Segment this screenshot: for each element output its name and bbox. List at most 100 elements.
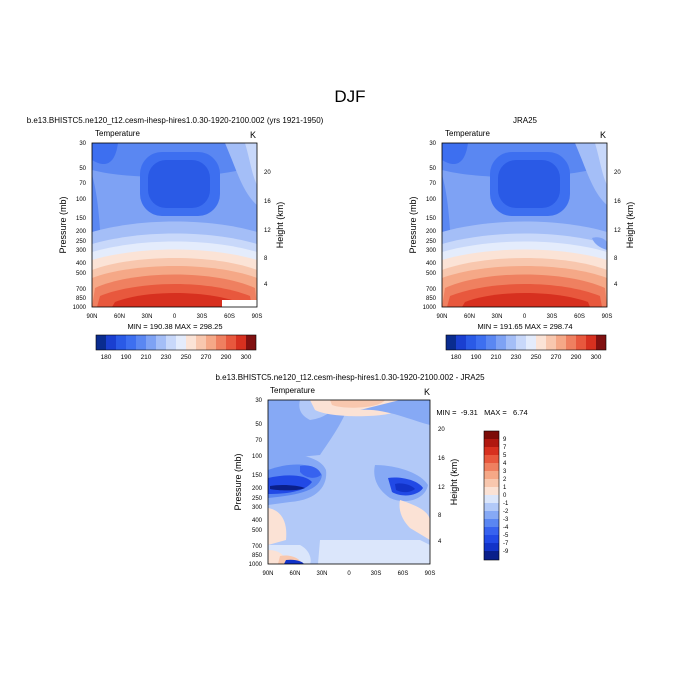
panel-jra25-units: K xyxy=(600,130,606,140)
colorbar-swatch xyxy=(216,335,226,350)
colorbar-label: -5 xyxy=(503,533,509,539)
panel-difference-colorbar: 9 7 5 4 3 2 1 0 -1 -2 -3 -4 -5 -7 -9 xyxy=(483,430,509,561)
y-tick-label: 500 xyxy=(252,528,263,534)
panel-difference-left-title: Temperature xyxy=(270,386,315,395)
x-tick-label: 60S xyxy=(574,314,585,320)
height-tick-label: 20 xyxy=(264,170,271,176)
y-tick-label: 500 xyxy=(426,271,437,277)
panel-model-run-label: b.e13.BHISTC5.ne120_t12.cesm-ihesp-hires… xyxy=(27,116,324,125)
height-tick-label: 8 xyxy=(438,513,442,519)
colorbar-swatch xyxy=(496,335,506,350)
colorbar-swatch xyxy=(526,335,536,350)
colorbar-swatch xyxy=(126,335,136,350)
colorbar-swatch xyxy=(484,479,499,487)
y-tick-label: 100 xyxy=(426,197,437,203)
colorbar-swatch xyxy=(246,335,256,350)
y-tick-label: 850 xyxy=(252,553,263,559)
colorbar-swatch xyxy=(484,487,499,495)
panel-difference-ylabel-right: Height (km) xyxy=(449,459,459,506)
height-tick-label: 8 xyxy=(614,256,618,262)
height-tick-label: 16 xyxy=(438,456,445,462)
y-tick-label: 100 xyxy=(76,197,87,203)
x-tick-label: 0 xyxy=(523,314,527,320)
x-tick-label: 60N xyxy=(289,571,300,577)
y-tick-label: 30 xyxy=(429,141,436,147)
x-tick-label: 60N xyxy=(114,314,125,320)
panel-jra25-left-title: Temperature xyxy=(445,129,490,138)
panel-jra25-colorbar: 180 190 210 230 250 270 290 300 xyxy=(445,334,607,361)
x-tick-label: 90S xyxy=(425,571,436,577)
y-tick-label: 300 xyxy=(252,505,263,511)
colorbar-label: 7 xyxy=(503,445,507,451)
colorbar-label: 190 xyxy=(471,354,482,361)
y-tick-label: 500 xyxy=(76,271,87,277)
x-tick-label: 30N xyxy=(316,571,327,577)
height-tick-label: 12 xyxy=(614,228,621,234)
y-tick-label: 700 xyxy=(76,287,87,293)
y-tick-label: 70 xyxy=(255,438,262,444)
x-tick-label: 0 xyxy=(347,571,351,577)
colorbar-label: 1 xyxy=(503,485,507,491)
colorbar-swatch xyxy=(96,335,106,350)
panel-model-stats: MIN = 190.38 MAX = 298.25 xyxy=(127,322,222,331)
colorbar-swatch xyxy=(484,503,499,511)
y-tick-label: 150 xyxy=(252,473,263,479)
colorbar-swatch xyxy=(556,335,566,350)
colorbar-swatch xyxy=(484,447,499,455)
panel-jra25-ylabel: Pressure (mb) xyxy=(408,196,418,253)
height-tick-label: 4 xyxy=(614,282,618,288)
colorbar-label: 290 xyxy=(221,354,232,361)
colorbar-swatch xyxy=(146,335,156,350)
panel-jra25-x-ticks: 90N 60N 30N 0 30S 60S 90S xyxy=(436,314,612,320)
colorbar-label: 180 xyxy=(451,354,462,361)
colorbar-label: 270 xyxy=(201,354,212,361)
colorbar-swatch xyxy=(176,335,186,350)
panel-model-height-ticks: 20 16 12 8 4 xyxy=(264,170,271,288)
x-tick-label: 30N xyxy=(491,314,502,320)
x-tick-label: 90N xyxy=(436,314,447,320)
colorbar-swatch xyxy=(484,471,499,479)
panel-difference: b.e13.BHISTC5.ne120_t12.cesm-ihesp-hires… xyxy=(215,373,527,577)
x-tick-label: 90S xyxy=(602,314,613,320)
height-tick-label: 20 xyxy=(614,170,621,176)
colorbar-swatch xyxy=(236,335,246,350)
panel-model: b.e13.BHISTC5.ne120_t12.cesm-ihesp-hires… xyxy=(27,116,324,361)
y-tick-label: 150 xyxy=(426,216,437,222)
x-tick-label: 30S xyxy=(371,571,382,577)
colorbar-swatch xyxy=(596,335,606,350)
panel-jra25-field xyxy=(442,143,607,307)
colorbar-swatch xyxy=(466,335,476,350)
colorbar-label: 270 xyxy=(551,354,562,361)
colorbar-swatch xyxy=(546,335,556,350)
colorbar-swatch xyxy=(536,335,546,350)
y-tick-label: 50 xyxy=(255,422,262,428)
panel-model-field xyxy=(92,143,257,307)
colorbar-swatch xyxy=(484,551,499,560)
panel-difference-field xyxy=(268,400,430,564)
panel-jra25-ylabel-right: Height (km) xyxy=(625,202,635,249)
y-tick-label: 50 xyxy=(79,166,86,172)
y-tick-label: 250 xyxy=(76,239,87,245)
y-tick-label: 1000 xyxy=(249,562,263,568)
colorbar-label: 9 xyxy=(503,437,507,443)
y-tick-label: 30 xyxy=(79,141,86,147)
y-tick-label: 700 xyxy=(252,544,263,550)
colorbar-swatch xyxy=(206,335,216,350)
colorbar-swatch xyxy=(446,335,456,350)
y-tick-label: 850 xyxy=(426,296,437,302)
colorbar-label: 290 xyxy=(571,354,582,361)
x-tick-label: 30S xyxy=(547,314,558,320)
y-tick-label: 200 xyxy=(426,229,437,235)
panel-difference-ylabel: Pressure (mb) xyxy=(233,453,243,510)
colorbar-label: 230 xyxy=(161,354,172,361)
colorbar-swatch xyxy=(136,335,146,350)
colorbar-swatch xyxy=(484,511,499,519)
colorbar-label: 4 xyxy=(503,461,507,467)
panel-jra25-stats: MIN = 191.65 MAX = 298.74 xyxy=(477,322,572,331)
panel-jra25-y-ticks: 30 50 70 100 150 200 250 300 400 500 700… xyxy=(423,141,437,311)
height-tick-label: 16 xyxy=(614,199,621,205)
height-tick-label: 12 xyxy=(438,485,445,491)
panel-difference-stats: MIN = -9.31 MAX = 6.74 xyxy=(436,408,527,417)
panel-model-ylabel-right: Height (km) xyxy=(275,202,285,249)
y-tick-label: 850 xyxy=(76,296,87,302)
